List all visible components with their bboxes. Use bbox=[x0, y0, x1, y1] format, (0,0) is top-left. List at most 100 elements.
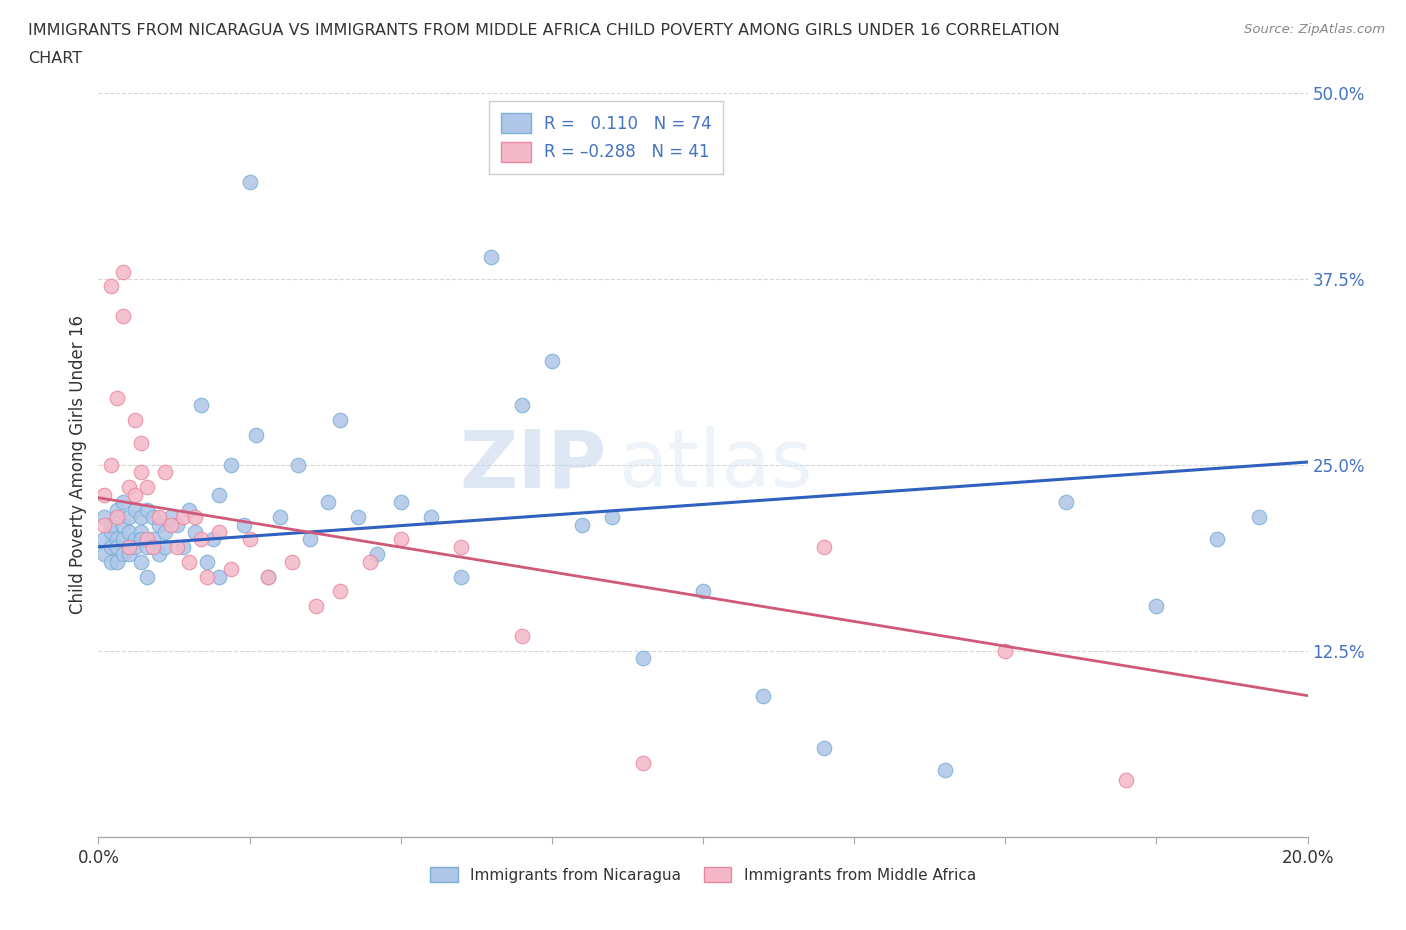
Point bbox=[100, 279, 122, 294]
Point bbox=[1206, 532, 1229, 547]
Point bbox=[389, 532, 412, 547]
Point bbox=[105, 554, 128, 569]
Point bbox=[93, 487, 115, 502]
Point bbox=[184, 525, 207, 539]
Point bbox=[281, 554, 304, 569]
Point bbox=[118, 539, 141, 554]
Point bbox=[269, 510, 291, 525]
Point bbox=[129, 510, 152, 525]
Point bbox=[208, 569, 231, 584]
Point bbox=[129, 532, 152, 547]
Point bbox=[166, 517, 188, 532]
Point bbox=[305, 599, 328, 614]
Point bbox=[148, 510, 170, 525]
Point bbox=[692, 584, 714, 599]
Point bbox=[347, 510, 370, 525]
Point bbox=[105, 391, 128, 405]
Point bbox=[105, 532, 128, 547]
Point bbox=[389, 495, 412, 510]
Point bbox=[111, 309, 134, 324]
Point bbox=[172, 539, 194, 554]
Point bbox=[124, 502, 146, 517]
Point bbox=[195, 554, 218, 569]
Point bbox=[752, 688, 775, 703]
Point bbox=[239, 175, 262, 190]
Point bbox=[481, 249, 503, 264]
Point bbox=[994, 644, 1017, 658]
Point bbox=[111, 517, 134, 532]
Point bbox=[100, 539, 122, 554]
Point bbox=[221, 562, 243, 577]
Point bbox=[256, 569, 278, 584]
Point bbox=[208, 525, 231, 539]
Point bbox=[329, 413, 352, 428]
Point bbox=[179, 554, 201, 569]
Legend: Immigrants from Nicaragua, Immigrants from Middle Africa: Immigrants from Nicaragua, Immigrants fr… bbox=[425, 860, 981, 889]
Point bbox=[100, 458, 122, 472]
Point bbox=[135, 569, 157, 584]
Point bbox=[124, 532, 146, 547]
Point bbox=[111, 264, 134, 279]
Point bbox=[221, 458, 243, 472]
Point bbox=[602, 510, 624, 525]
Point bbox=[148, 547, 170, 562]
Point bbox=[124, 487, 146, 502]
Point bbox=[105, 502, 128, 517]
Point bbox=[129, 465, 152, 480]
Point bbox=[111, 495, 134, 510]
Point bbox=[124, 413, 146, 428]
Point bbox=[510, 398, 533, 413]
Point bbox=[329, 584, 352, 599]
Point bbox=[1144, 599, 1167, 614]
Point bbox=[299, 532, 322, 547]
Point bbox=[208, 487, 231, 502]
Point bbox=[172, 510, 194, 525]
Point bbox=[100, 517, 122, 532]
Point bbox=[105, 539, 128, 554]
Text: atlas: atlas bbox=[619, 426, 813, 504]
Point bbox=[93, 510, 115, 525]
Point bbox=[813, 539, 835, 554]
Point bbox=[142, 532, 165, 547]
Point bbox=[118, 510, 141, 525]
Point bbox=[420, 510, 443, 525]
Text: IMMIGRANTS FROM NICARAGUA VS IMMIGRANTS FROM MIDDLE AFRICA CHILD POVERTY AMONG G: IMMIGRANTS FROM NICARAGUA VS IMMIGRANTS … bbox=[28, 23, 1060, 38]
Point bbox=[232, 517, 254, 532]
Point bbox=[135, 480, 157, 495]
Point bbox=[631, 651, 654, 666]
Point bbox=[190, 398, 212, 413]
Point bbox=[287, 458, 309, 472]
Point bbox=[166, 539, 188, 554]
Text: ZIP: ZIP bbox=[458, 426, 606, 504]
Point bbox=[179, 502, 201, 517]
Point bbox=[93, 547, 115, 562]
Point bbox=[510, 629, 533, 644]
Text: Source: ZipAtlas.com: Source: ZipAtlas.com bbox=[1244, 23, 1385, 36]
Point bbox=[360, 554, 382, 569]
Point bbox=[202, 532, 225, 547]
Point bbox=[129, 525, 152, 539]
Point bbox=[118, 525, 141, 539]
Point bbox=[256, 569, 278, 584]
Point bbox=[195, 569, 218, 584]
Point bbox=[631, 755, 654, 770]
Y-axis label: Child Poverty Among Girls Under 16: Child Poverty Among Girls Under 16 bbox=[69, 315, 87, 615]
Point bbox=[450, 539, 472, 554]
Point bbox=[105, 510, 128, 525]
Point bbox=[245, 428, 267, 443]
Point bbox=[239, 532, 262, 547]
Point bbox=[135, 502, 157, 517]
Point bbox=[153, 525, 176, 539]
Point bbox=[100, 554, 122, 569]
Point bbox=[111, 532, 134, 547]
Point bbox=[124, 539, 146, 554]
Point bbox=[153, 539, 176, 554]
Point bbox=[135, 539, 157, 554]
Point bbox=[190, 532, 212, 547]
Point bbox=[316, 495, 339, 510]
Point bbox=[160, 517, 183, 532]
Point bbox=[129, 554, 152, 569]
Point bbox=[450, 569, 472, 584]
Point bbox=[118, 547, 141, 562]
Point bbox=[118, 480, 141, 495]
